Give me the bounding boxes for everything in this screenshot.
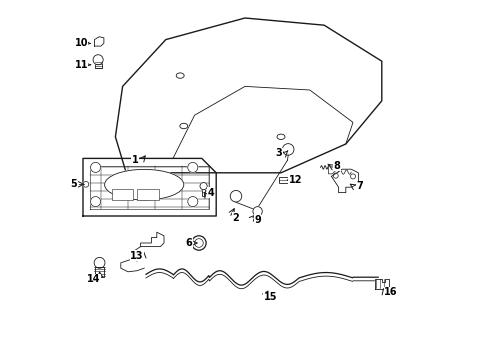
Circle shape <box>282 144 294 155</box>
Circle shape <box>91 197 100 207</box>
Polygon shape <box>83 158 216 216</box>
Ellipse shape <box>176 73 184 78</box>
Circle shape <box>93 55 103 65</box>
Circle shape <box>91 162 100 172</box>
Polygon shape <box>328 164 336 174</box>
Text: 5: 5 <box>71 179 77 189</box>
Bar <box>279 177 289 183</box>
Ellipse shape <box>277 134 285 139</box>
Text: 15: 15 <box>264 292 277 302</box>
Text: 8: 8 <box>333 161 340 171</box>
Text: 2: 2 <box>233 213 240 223</box>
Text: 10: 10 <box>74 38 88 48</box>
Circle shape <box>94 257 105 268</box>
Polygon shape <box>374 279 389 289</box>
Text: 1: 1 <box>132 155 139 165</box>
Circle shape <box>253 207 262 216</box>
Text: 7: 7 <box>357 181 364 192</box>
Bar <box>112 189 133 200</box>
Text: 6: 6 <box>186 238 193 248</box>
Circle shape <box>188 162 198 172</box>
Text: 4: 4 <box>207 188 214 198</box>
Polygon shape <box>331 169 358 193</box>
Bar <box>95 267 104 277</box>
Circle shape <box>188 197 198 207</box>
Polygon shape <box>116 18 382 173</box>
Circle shape <box>83 181 89 187</box>
Text: 9: 9 <box>254 215 261 225</box>
Text: 12: 12 <box>289 175 302 185</box>
Text: 13: 13 <box>130 251 144 261</box>
Bar <box>95 60 102 68</box>
Bar <box>137 189 159 200</box>
Circle shape <box>200 183 207 190</box>
Text: 16: 16 <box>384 287 397 297</box>
Circle shape <box>230 190 242 202</box>
Bar <box>202 187 205 196</box>
Polygon shape <box>141 232 164 247</box>
Circle shape <box>192 236 206 250</box>
Ellipse shape <box>180 123 188 129</box>
Text: 3: 3 <box>276 148 283 158</box>
Ellipse shape <box>104 169 184 200</box>
Polygon shape <box>95 37 104 46</box>
Text: 14: 14 <box>87 274 100 284</box>
Text: 11: 11 <box>74 60 88 70</box>
